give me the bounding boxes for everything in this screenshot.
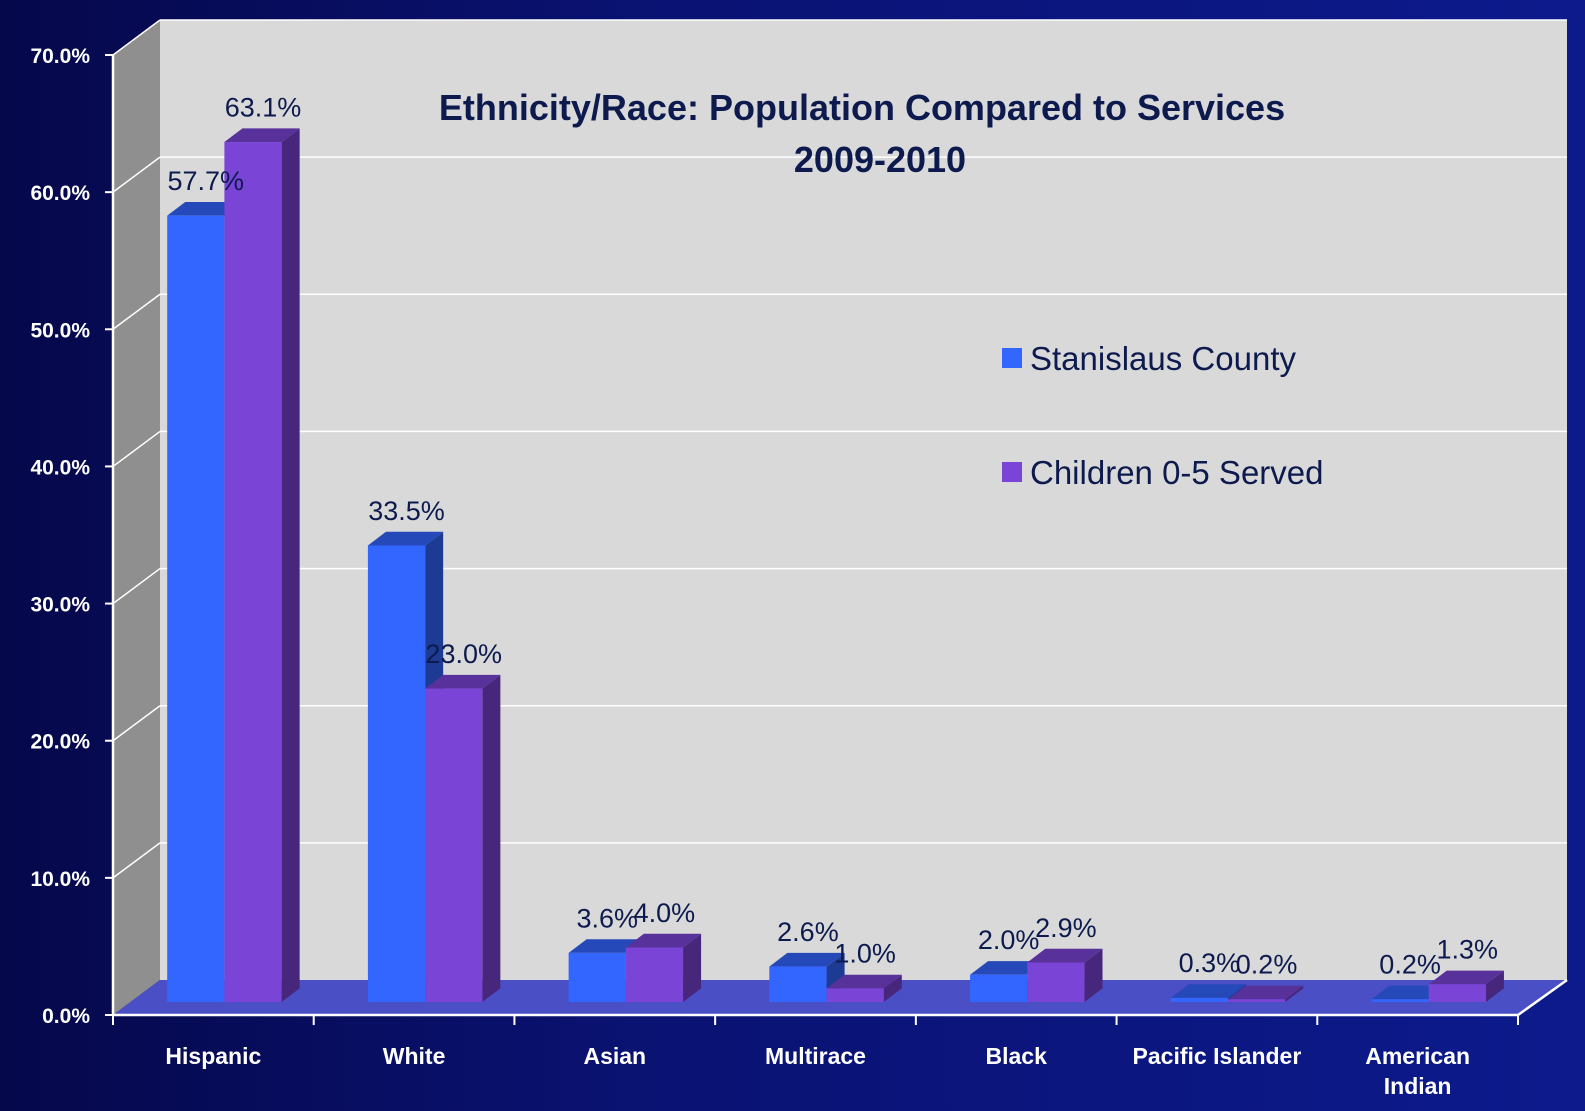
bar-top xyxy=(1170,984,1247,998)
bar-front xyxy=(367,545,426,1002)
chart-title-group: Ethnicity/Race: Population Compared to S… xyxy=(439,87,1285,180)
bar-side xyxy=(1285,985,1304,1002)
bar-white-0 xyxy=(367,531,444,1002)
data-label: 33.5% xyxy=(368,496,445,526)
y-tick-label: 50.0% xyxy=(30,319,90,342)
bar-front xyxy=(425,688,483,1002)
gridline-side xyxy=(112,19,161,56)
data-label: 1.3% xyxy=(1437,935,1499,965)
bar-front xyxy=(1371,999,1429,1002)
gridline-side xyxy=(112,293,161,330)
bar-top xyxy=(1227,985,1304,1000)
bar-top xyxy=(1428,970,1504,985)
legend: Stanislaus County Children 0-5 Served xyxy=(1002,340,1324,491)
data-label: 0.2% xyxy=(1379,950,1441,980)
bar-side xyxy=(482,674,501,1002)
x-tick-label: Indian xyxy=(1384,1073,1452,1099)
data-label: 2.9% xyxy=(1035,913,1097,943)
y-tick-label: 0.0% xyxy=(42,1005,90,1028)
bar-top xyxy=(769,952,845,967)
bar-side xyxy=(683,933,702,1002)
bar-white-1 xyxy=(425,674,501,1002)
x-tick-label: American xyxy=(1365,1043,1470,1069)
legend-swatch xyxy=(1002,462,1022,482)
y-tick-label: 10.0% xyxy=(30,868,90,891)
bar-front xyxy=(1027,962,1085,1002)
bar-front xyxy=(769,966,827,1002)
bar-front xyxy=(625,947,684,1002)
bar-black-1 xyxy=(1027,948,1103,1002)
gridline-side xyxy=(112,567,161,605)
data-label: 57.7% xyxy=(168,166,245,196)
legend-label: Stanislaus County xyxy=(1030,340,1296,377)
y-tick-label: 70.0% xyxy=(30,45,90,68)
y-tick-label: 20.0% xyxy=(30,731,90,754)
bar-pacific-islander-1 xyxy=(1227,985,1304,1002)
y-tick-label: 30.0% xyxy=(30,594,90,617)
bar-side xyxy=(1485,970,1504,1002)
data-label: 1.0% xyxy=(834,939,896,969)
bar-top xyxy=(970,961,1046,975)
bar-front xyxy=(1227,999,1286,1002)
y-axis-labels: 0.0% 10.0% 20.0% 30.0% 40.0% 50.0% 60.0% 70.0% xyxy=(30,45,90,1028)
bar-front xyxy=(224,142,282,1003)
bar-side xyxy=(281,128,300,1002)
bar-side xyxy=(883,974,902,1002)
x-tick-label: Multirace xyxy=(765,1043,866,1069)
gridline-side xyxy=(112,156,161,193)
data-label: 3.6% xyxy=(576,903,638,933)
data-label: 2.0% xyxy=(978,925,1040,955)
x-tick-label: Asian xyxy=(583,1043,646,1069)
gridline-side xyxy=(112,705,161,742)
gridlines xyxy=(112,19,1567,879)
data-label: 0.2% xyxy=(1236,950,1298,980)
x-tick-label: Pacific Islander xyxy=(1133,1043,1302,1069)
side-wall xyxy=(113,20,160,1015)
bar-top xyxy=(167,201,243,216)
gridline-side xyxy=(112,430,161,468)
bar-top xyxy=(568,939,644,953)
bar-asian-1 xyxy=(625,933,702,1002)
chart-subtitle: 2009-2010 xyxy=(794,139,966,180)
y-tick-label: 40.0% xyxy=(30,456,90,479)
bar-multirace-1 xyxy=(826,974,902,1002)
bar-side xyxy=(1084,948,1103,1002)
bars xyxy=(167,128,1504,1003)
bar-top xyxy=(425,674,501,689)
bar-top xyxy=(1371,985,1447,1000)
axes xyxy=(105,54,1568,1025)
bar-front xyxy=(1428,984,1486,1002)
bar-front xyxy=(167,215,225,1003)
bar-top xyxy=(625,933,702,948)
bar-black-0 xyxy=(970,961,1046,1002)
x-tick-label: Black xyxy=(986,1043,1048,1069)
data-labels: 57.7% 63.1% 33.5% 23.0% 3.6%4.0% 2.6%1.0% 2.0%… xyxy=(168,92,1499,979)
data-label: 63.1% xyxy=(225,92,302,122)
bar-front xyxy=(1170,997,1228,1002)
x-tick-label: Hispanic xyxy=(165,1043,261,1069)
bar-top xyxy=(367,531,444,546)
bar-top xyxy=(224,128,300,143)
x-tick-label: White xyxy=(383,1043,446,1069)
y-tick-label: 60.0% xyxy=(30,182,90,205)
bar-hispanic-1 xyxy=(224,128,300,1003)
x-axis-edge xyxy=(1517,978,1568,1017)
data-label: 2.6% xyxy=(777,917,839,947)
bar-front xyxy=(826,988,884,1002)
bar-top xyxy=(1027,948,1103,963)
data-label: 23.0% xyxy=(425,639,502,669)
bar-american-indian-1 xyxy=(1428,970,1504,1002)
legend-swatch xyxy=(1002,348,1022,368)
data-label: 0.3% xyxy=(1179,948,1241,978)
legend-label: Children 0-5 Served xyxy=(1030,454,1324,491)
bar-top xyxy=(826,974,902,989)
x-axis-labels: Hispanic White Asian Multirace Black Pacific … xyxy=(165,1043,1470,1099)
bar-front xyxy=(568,952,626,1002)
chart-title: Ethnicity/Race: Population Compared to S… xyxy=(439,87,1285,128)
gridline-side xyxy=(112,842,161,879)
bar-front xyxy=(970,974,1028,1002)
data-label: 4.0% xyxy=(634,898,696,928)
